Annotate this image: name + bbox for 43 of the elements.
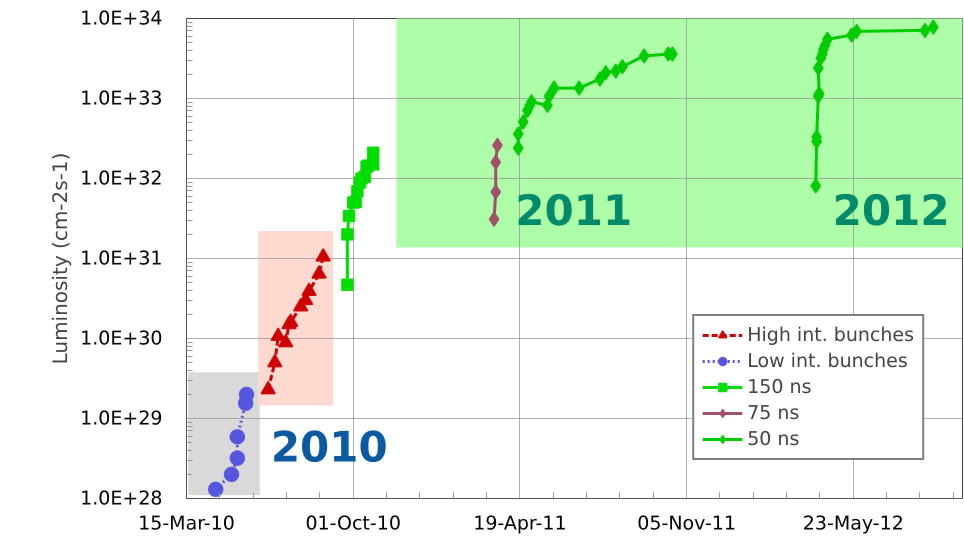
annotation: 2010 [270, 422, 388, 472]
legend-label: 150 ns [747, 376, 812, 398]
legend-label: 75 ns [747, 402, 800, 424]
point [810, 178, 822, 194]
point [600, 64, 612, 80]
legend-label: Low int. bunches [747, 350, 908, 372]
point [928, 19, 939, 35]
x-tick-label: 05-Nov-11 [637, 512, 736, 534]
y-tick-label: 1.0E+34 [80, 8, 163, 30]
point [851, 24, 862, 40]
point [490, 184, 502, 200]
point [512, 126, 524, 142]
x-tick-label: 19-Apr-11 [473, 512, 567, 534]
point [224, 466, 240, 482]
point [341, 228, 354, 241]
point [512, 140, 524, 156]
legend-label: High int. bunches [747, 324, 914, 346]
point [492, 138, 503, 154]
point [230, 429, 246, 445]
y-tick-label: 1.0E+31 [80, 248, 163, 270]
point [366, 146, 380, 159]
y-tick-label: 1.0E+33 [80, 88, 163, 110]
point [812, 60, 824, 76]
point [208, 482, 224, 498]
y-axis-title: Luminosity (cm-2s-1) [48, 152, 72, 364]
point [518, 114, 529, 130]
y-tick-label: 1.0E+28 [80, 488, 163, 510]
point [230, 450, 246, 466]
y-tick-label: 1.0E+29 [80, 408, 163, 430]
annotation: 2011 [515, 186, 632, 236]
point [638, 48, 650, 64]
annotation: 2012 [832, 186, 950, 236]
point [490, 154, 502, 170]
point [342, 210, 356, 222]
y-tick-label: 1.0E+32 [80, 168, 163, 190]
point [341, 278, 354, 291]
x-tick-label: 01-Oct-10 [305, 512, 401, 534]
point [366, 158, 380, 171]
x-tick-label: 23-May-12 [802, 512, 904, 534]
legend-label: 50 ns [747, 428, 800, 450]
x-tick-label: 15-Mar-10 [138, 512, 235, 534]
y-tick-label: 1.0E+30 [80, 328, 163, 350]
point [610, 63, 622, 79]
